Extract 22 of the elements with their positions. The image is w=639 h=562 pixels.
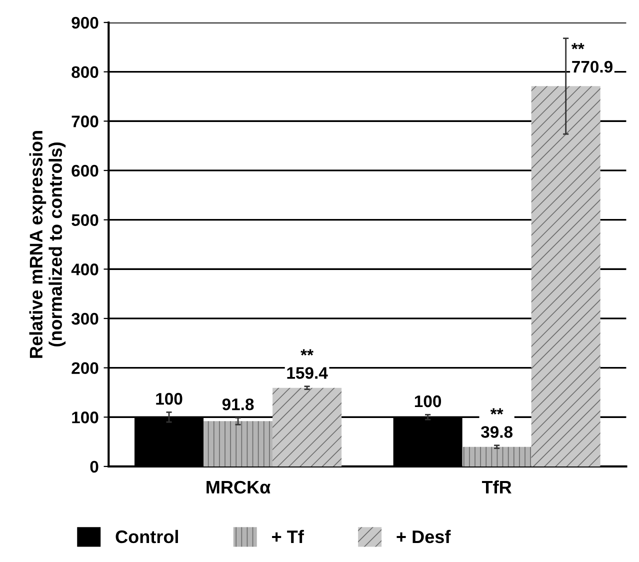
legend-label: + Tf [272,530,304,543]
x-tick-label: MRCKα [206,480,270,494]
y-axis-title: Relative mRNA expression (normalized to controls) [29,131,66,358]
y-tick-label: 0 [90,460,98,473]
y-tick-label: 400 [71,264,98,276]
data-label: 100 [156,392,182,405]
x-tick-label: TfR [482,480,512,494]
legend-label: Control [116,530,178,544]
legend-label: + Desf [396,530,451,544]
y-tick-label: 600 [72,164,98,177]
y-tick-label: 300 [71,312,98,325]
y-tick-label: 100 [72,412,98,424]
data-label: 91.8 [222,398,254,410]
y-tick-label: 500 [72,214,98,226]
data-label: 100 [414,395,442,408]
y-tick-label: 200 [72,362,98,374]
y-tick-label: 900 [72,16,98,29]
y-tick-label: 700 [72,116,98,128]
data-label: ** 770.9 [571,43,612,73]
data-label: ** 159.4 [287,349,328,379]
data-label: ** 39.8 [480,408,513,438]
y-tick-label: 800 [72,66,98,78]
